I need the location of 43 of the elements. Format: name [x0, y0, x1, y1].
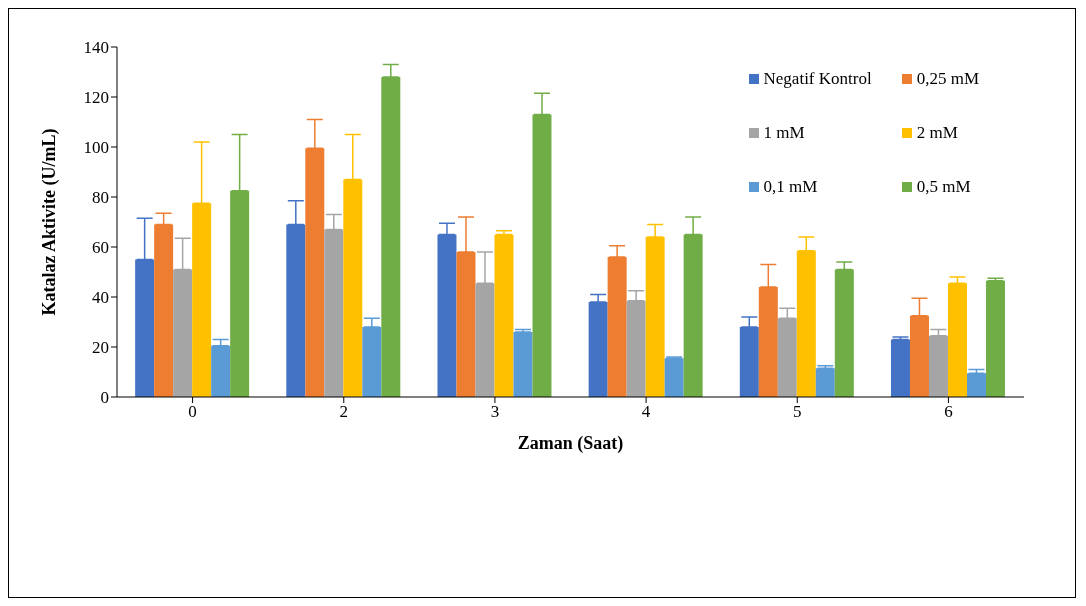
legend-label: Negatif Kontrol	[763, 69, 872, 89]
y-tick-label: 140	[83, 38, 109, 58]
y-tick-label: 20	[92, 338, 109, 358]
bar	[928, 335, 948, 397]
y-tick-label: 100	[83, 138, 109, 158]
y-axis-title: Katalaz Aktivite (U/mL)	[39, 128, 61, 316]
bar	[494, 234, 514, 397]
x-axis-title: Zaman (Saat)	[517, 433, 624, 454]
y-tick-label: 120	[83, 88, 109, 108]
bar	[588, 302, 608, 397]
y-tick-label: 60	[92, 238, 109, 258]
bar	[664, 358, 684, 397]
x-tick-label: 6	[944, 402, 953, 422]
x-tick-label: 5	[793, 402, 802, 422]
bar	[890, 339, 910, 397]
x-tick-label: 3	[490, 402, 500, 422]
bar	[966, 373, 986, 397]
legend-label: 2 mM	[916, 123, 958, 143]
legend-label: 1 mM	[763, 123, 805, 143]
bar	[211, 345, 231, 397]
bar	[909, 315, 929, 397]
legend-label: 0,25 mM	[916, 69, 979, 89]
bar	[985, 280, 1005, 397]
x-tick-label: 2	[339, 402, 348, 422]
bar	[739, 327, 759, 397]
bar	[758, 287, 778, 397]
bar	[796, 250, 816, 397]
legend-label: 0,1 mM	[763, 177, 818, 197]
x-tick-label: 0	[188, 402, 197, 422]
bar	[456, 252, 476, 397]
bar	[230, 190, 250, 397]
x-tick-label: 4	[641, 402, 651, 422]
bar	[362, 327, 382, 397]
bar	[381, 77, 401, 397]
y-tick-label: 0	[100, 388, 109, 408]
y-tick-label: 80	[92, 188, 109, 208]
bar	[513, 332, 533, 397]
y-tick-label: 40	[92, 288, 109, 308]
bar	[645, 237, 665, 397]
bar	[626, 300, 646, 397]
legend-label: 0,5 mM	[916, 177, 971, 197]
bar	[815, 368, 835, 397]
bar	[607, 257, 627, 397]
